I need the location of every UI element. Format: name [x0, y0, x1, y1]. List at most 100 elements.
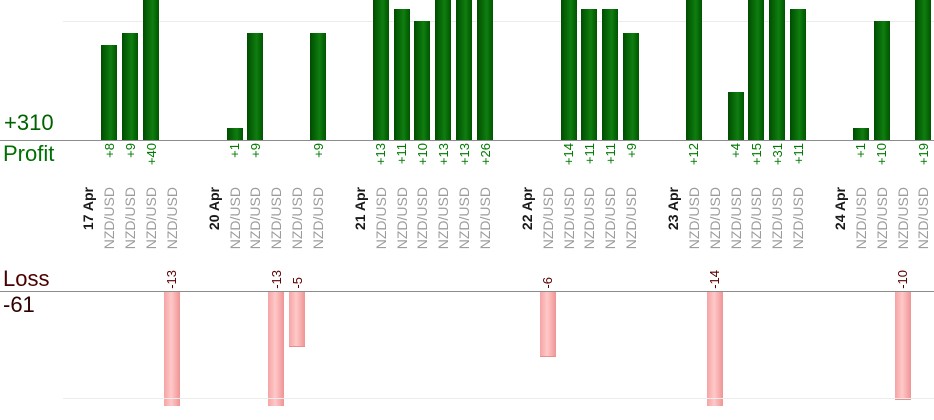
profit-bar — [247, 33, 264, 140]
trade-column: +13 — [370, 143, 391, 187]
date-column: 17 Apr — [78, 187, 99, 255]
trade-column — [245, 292, 266, 406]
trade-column — [725, 0, 746, 140]
trade-column — [266, 292, 287, 406]
group-spacer — [329, 187, 350, 255]
profit-bar — [372, 0, 389, 140]
trade-column: +8 — [99, 143, 120, 187]
trade-column: -14 — [704, 249, 725, 289]
profit-bar — [560, 0, 577, 140]
instrument-label: NZD/USD — [915, 187, 932, 250]
profit-value-label: +11 — [790, 143, 806, 165]
trade-column — [412, 249, 433, 289]
date-label: 24 Apr — [831, 187, 848, 231]
instrument-label: NZD/USD — [623, 187, 640, 250]
trade-column — [913, 249, 934, 289]
profit-value-label: +13 — [435, 143, 451, 166]
profit-bar — [435, 0, 452, 140]
trade-column — [120, 0, 141, 140]
trade-column — [370, 249, 391, 289]
trade-column: +10 — [871, 143, 892, 187]
group-spacer — [496, 0, 517, 140]
trade-column: +26 — [475, 143, 496, 187]
trade-column: NZD/USD — [391, 187, 412, 255]
date-column: 24 Apr — [830, 187, 851, 255]
trade-column: +19 — [913, 143, 934, 187]
trade-column — [454, 292, 475, 406]
profit-bar — [685, 0, 702, 140]
date-label: 22 Apr — [518, 187, 535, 231]
profit-bar — [727, 92, 744, 140]
date-label: 17 Apr — [80, 187, 97, 231]
loss-bar — [706, 292, 723, 406]
trade-column — [892, 0, 913, 140]
instrument-label: NZD/USD — [289, 187, 306, 250]
group-spacer — [809, 143, 830, 187]
trade-column — [725, 292, 746, 406]
trade-column: NZD/USD — [621, 187, 642, 255]
trade-column: NZD/USD — [600, 187, 621, 255]
trade-column — [704, 0, 725, 140]
profit-bar — [769, 0, 786, 140]
trade-column: +40 — [141, 143, 162, 187]
instrument-label: NZD/USD — [414, 187, 431, 250]
trade-column: NZD/USD — [558, 187, 579, 255]
trade-column: NZD/USD — [287, 187, 308, 255]
date-column — [663, 292, 684, 406]
trade-column — [537, 292, 558, 406]
trade-column — [767, 249, 788, 289]
trade-column: -5 — [287, 249, 308, 289]
profit-value-label: +9 — [623, 143, 639, 158]
date-column — [203, 143, 224, 187]
instrument-label: NZD/USD — [226, 187, 243, 250]
loss-total-value: -61 — [3, 292, 35, 317]
trade-column — [579, 292, 600, 406]
trade-column — [99, 249, 120, 289]
date-column — [663, 143, 684, 187]
group-spacer — [809, 0, 830, 140]
trade-column — [162, 143, 183, 187]
profit-value-label: +10 — [414, 143, 430, 166]
trade-column — [600, 0, 621, 140]
loss-bar — [539, 292, 556, 357]
trade-column: NZD/USD — [871, 187, 892, 255]
instrument-label: NZD/USD — [101, 187, 118, 250]
profit-bar — [414, 21, 431, 140]
trade-column — [224, 0, 245, 140]
profit-value-label: +11 — [581, 143, 597, 165]
instrument-label: NZD/USD — [852, 187, 869, 250]
trade-column: NZD/USD — [454, 187, 475, 255]
instrument-label: NZD/USD — [310, 187, 327, 250]
loss-value-label: -14 — [707, 270, 723, 289]
trade-column — [558, 0, 579, 140]
loss-axis-line — [0, 291, 934, 292]
trade-column — [558, 249, 579, 289]
trade-column — [892, 292, 913, 406]
trade-column: +14 — [558, 143, 579, 187]
loss-value-label: -10 — [895, 270, 911, 289]
trade-column — [537, 143, 558, 187]
date-column — [516, 0, 537, 140]
trade-column: -10 — [892, 249, 913, 289]
trade-column — [475, 249, 496, 289]
trade-column: NZD/USD — [99, 187, 120, 255]
trade-column — [245, 0, 266, 140]
trade-column — [370, 292, 391, 406]
profit-axis-title: Profit — [3, 141, 55, 166]
date-column — [203, 0, 224, 140]
date-column — [203, 249, 224, 289]
trade-column: +10 — [412, 143, 433, 187]
group-spacer — [809, 187, 830, 255]
group-spacer — [182, 249, 203, 289]
profit-value-label: +15 — [748, 143, 764, 166]
date-column — [516, 143, 537, 187]
group-spacer — [809, 292, 830, 406]
group-spacer — [329, 292, 350, 406]
profit-value-label: +26 — [477, 143, 493, 166]
loss-bar — [894, 292, 911, 400]
trade-column — [621, 249, 642, 289]
trade-column — [454, 249, 475, 289]
trade-column — [287, 143, 308, 187]
group-spacer — [642, 187, 663, 255]
